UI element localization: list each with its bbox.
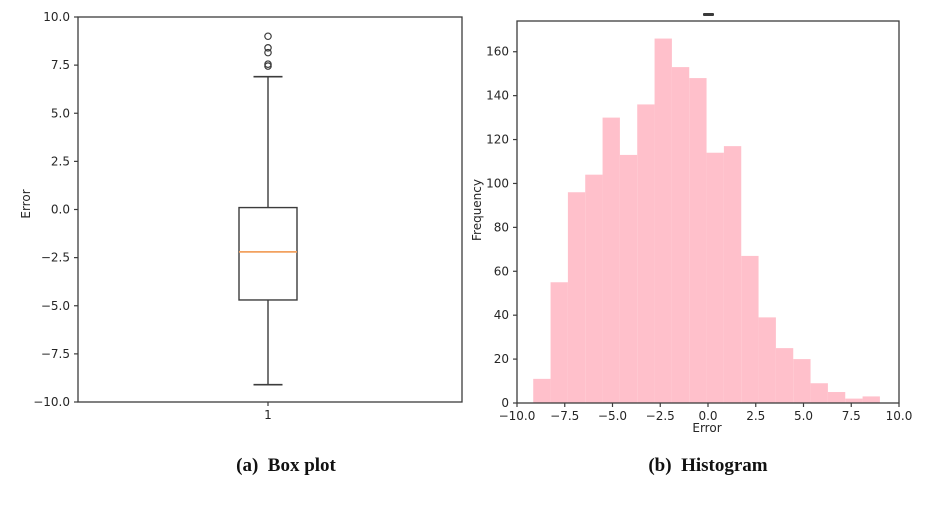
y-tick-label: −2.5 [41,251,70,265]
histogram-bar [602,117,620,403]
outlier-point [264,48,272,57]
histogram-bar [585,174,603,403]
x-tick-label: −10.0 [499,409,536,423]
histogram-bar [533,378,551,403]
outlier-point [264,32,272,41]
y-tick-label: 5.0 [51,106,70,120]
x-tick-label: 1 [264,408,272,422]
y-tick-label: 2.5 [51,154,70,168]
y-tick-label: 80 [494,220,509,234]
histogram-bar [845,398,863,403]
y-tick-label: 120 [486,133,509,147]
histogram-bar [827,392,846,403]
histogram-chart: 0 20 40 60 80 100 120 140 160 −10.0 −7.5 −5.0 −2.5 0.… [486,20,913,423]
x-tick-label: −2.5 [646,409,675,423]
y-tick-label: 60 [494,264,509,278]
x-tick-label: −5.0 [598,409,627,423]
x-tick-label: 10.0 [886,409,913,423]
histogram-bar [637,104,655,403]
boxplot-chart: 10.0 7.5 5.0 2.5 0.0 −2.5 −5.0 −7.5 −10.0 1 [33,10,463,422]
histogram-bar [654,38,672,403]
y-tick-label: 100 [486,176,509,190]
histogram-bar [741,255,759,403]
x-tick-label: 2.5 [746,409,765,423]
y-tick-label: 7.5 [51,58,70,72]
caption-boxplot: (a) Box plot [236,455,336,476]
y-tick-label: 160 [486,45,509,59]
truncated-title-mark [703,13,714,16]
histogram-bar [793,359,811,403]
histogram-bar [619,154,638,403]
boxplot-y-axis-label: Error [19,189,33,219]
histogram-bar [810,383,828,403]
histogram-bar [567,192,586,403]
y-tick-label: −7.5 [41,347,70,361]
histogram-bar [723,146,742,403]
histogram-bar [862,396,880,403]
histogram-bar [775,348,794,403]
outlier-point [264,62,272,70]
y-tick-label: 10.0 [43,10,70,24]
histogram-bar [758,317,776,403]
histogram-bar [550,282,568,403]
histogram-bar [689,78,707,404]
x-tick-label: 5.0 [794,409,813,423]
iqr-box [238,206,298,301]
x-tick-label: 0.0 [698,409,717,423]
histogram-bar [706,152,724,403]
y-tick-label: 20 [494,352,509,366]
y-tick-label: −10.0 [33,395,70,409]
outlier-point [264,43,272,52]
y-tick-label: 0 [501,396,509,410]
y-tick-label: 0.0 [51,203,70,217]
x-tick-label: −7.5 [550,409,579,423]
histogram-x-axis-label: Error [692,421,722,435]
y-tick-label: 140 [486,89,509,103]
caption-histogram: (b) Histogram [648,455,768,476]
histogram-y-axis-label: Frequency [470,179,484,241]
y-tick-label: −5.0 [41,299,70,313]
y-tick-label: 40 [494,308,509,322]
histogram-bar [671,67,690,403]
x-tick-label: 7.5 [842,409,861,423]
